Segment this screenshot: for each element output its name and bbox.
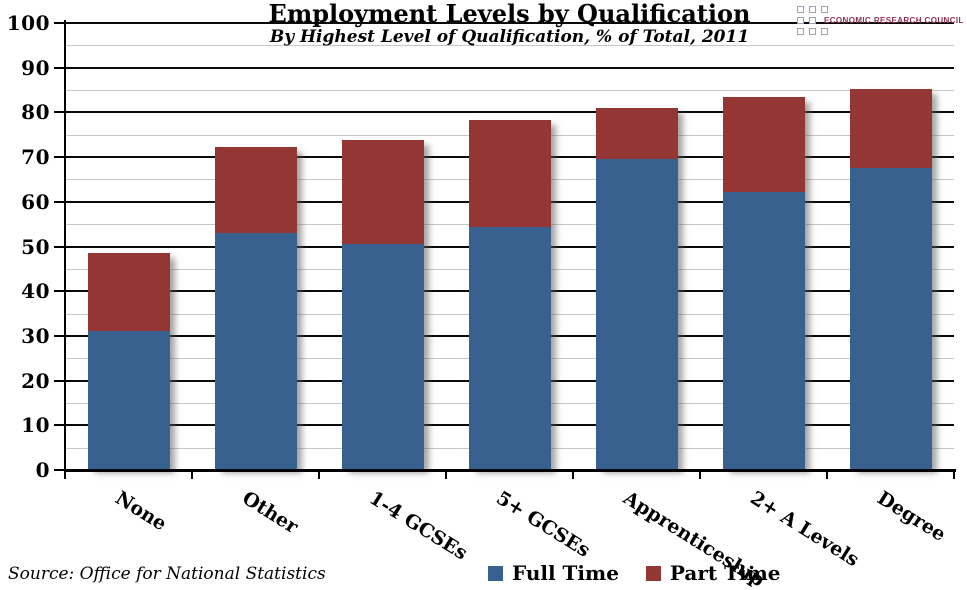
gridline-major-100: [65, 22, 954, 24]
logo-square-icon: [797, 6, 804, 13]
y-axis-tick-label-0: 0: [35, 458, 50, 482]
x-axis-tick-mark: [572, 470, 574, 479]
y-axis-tick-label-30: 30: [21, 323, 50, 348]
erc-logo-squares-row: ECONOMIC RESEARCH COUNCIL: [797, 16, 964, 25]
y-axis-tick-label-10: 10: [21, 413, 50, 438]
bar-segment-part-time-apprenticeship: [595, 108, 678, 160]
y-axis-tick-label-40: 40: [21, 279, 50, 304]
y-axis-tick-mark: [54, 469, 71, 471]
bar-segment-full-time-other: [214, 233, 297, 470]
bar-segment-part-time-1-4-gcses: [341, 140, 424, 245]
y-axis-tick-mark: [54, 379, 71, 382]
logo-square-icon: [809, 28, 816, 35]
logo-square-icon: [797, 28, 804, 35]
bar-segment-part-time-other: [214, 146, 297, 234]
y-axis-tick-mark: [54, 111, 71, 114]
bar-stack-1-4-gcses: [341, 140, 424, 470]
chart-subtitle: By Highest Level of Qualification, % of …: [269, 27, 750, 47]
legend: Full Time Part Time: [488, 561, 781, 585]
legend-label-part-time: Part Time: [669, 561, 781, 585]
y-axis-tick-mark: [54, 290, 71, 293]
y-axis-tick-label-20: 20: [21, 368, 50, 393]
bar-segment-full-time-1-4-gcses: [341, 244, 424, 470]
x-axis-tick-mark: [64, 470, 66, 479]
legend-label-full-time: Full Time: [512, 561, 619, 585]
logo-square-icon: [821, 6, 828, 13]
erc-logo-text: ECONOMIC RESEARCH COUNCIL: [824, 16, 964, 25]
gridline-major-90: [65, 66, 954, 69]
y-axis-tick-mark: [54, 156, 71, 159]
bar-segment-part-time-degree: [849, 88, 932, 168]
x-axis-category-label-5-gcses: 5+ GCSEs: [491, 487, 594, 562]
logo-square-icon: [809, 17, 816, 24]
bar-stack-degree: [849, 88, 932, 470]
plot-area: [65, 22, 954, 470]
logo-square-icon: [797, 17, 804, 24]
x-axis-tick-mark: [318, 470, 320, 479]
y-axis-tick-mark: [54, 22, 71, 24]
bar-segment-full-time-none: [87, 331, 170, 470]
x-axis-tick-mark: [699, 470, 701, 479]
gridline-major-80: [65, 111, 954, 114]
logo-square-icon: [821, 28, 828, 35]
y-axis-tick-label-100: 100: [6, 11, 50, 35]
y-axis-tick-mark: [54, 245, 71, 248]
full-time-swatch-icon: [488, 565, 503, 581]
source-note: Source: Office for National Statistics: [8, 564, 326, 584]
bar-stack-none: [87, 253, 170, 470]
chart-title: Employment Levels by Qualification: [268, 0, 751, 28]
y-axis-tick-mark: [54, 424, 71, 427]
y-axis-tick-label-90: 90: [21, 55, 50, 80]
bar-segment-full-time-degree: [849, 167, 932, 470]
bar-stack-2-a-levels: [722, 96, 805, 470]
y-axis-tick-mark: [54, 334, 71, 337]
x-axis-line: [64, 469, 956, 472]
legend-item-full-time: Full Time: [488, 561, 619, 585]
chart-header: Employment Levels by Qualification By Hi…: [65, 0, 954, 48]
erc-logo-squares-row: [797, 28, 964, 35]
erc-logo: ECONOMIC RESEARCH COUNCIL: [797, 6, 964, 39]
bar-segment-part-time-5-gcses: [468, 119, 551, 228]
x-axis-category-label-degree: Degree: [872, 487, 949, 546]
x-axis-tick-mark: [953, 470, 955, 479]
bar-segment-part-time-2-a-levels: [722, 96, 805, 192]
y-axis-tick-label-80: 80: [21, 100, 50, 125]
bar-segment-full-time-5-gcses: [468, 227, 551, 470]
y-axis-tick-label-60: 60: [21, 189, 50, 214]
y-axis-tick-label-50: 50: [21, 234, 50, 259]
x-axis-tick-mark: [826, 470, 828, 479]
bar-stack-5-gcses: [468, 119, 551, 470]
gridline-minor-85: [65, 90, 954, 92]
y-axis-tick-mark: [54, 200, 71, 203]
bar-segment-full-time-apprenticeship: [595, 159, 678, 470]
x-axis-category-label-other: Other: [237, 487, 302, 539]
erc-logo-squares-row: [797, 6, 964, 13]
gridline-minor-95: [65, 45, 954, 47]
x-axis-category-label-2-a-levels: 2+ A Levels: [745, 487, 863, 572]
x-axis-category-label-1-4-gcses: 1-4 GCSEs: [364, 487, 471, 565]
bar-stack-apprenticeship: [595, 108, 678, 470]
bar-stack-other: [214, 146, 297, 470]
bar-segment-part-time-none: [87, 253, 170, 332]
part-time-swatch-icon: [645, 565, 661, 581]
y-axis-tick-mark: [54, 66, 71, 69]
logo-square-icon: [809, 6, 816, 13]
x-axis-tick-mark: [191, 470, 193, 479]
x-axis-category-label-none: None: [110, 487, 170, 536]
x-axis-tick-mark: [445, 470, 447, 479]
y-axis-tick-label-70: 70: [21, 145, 50, 170]
legend-item-part-time: Part Time: [645, 561, 781, 585]
bar-segment-full-time-2-a-levels: [722, 191, 805, 470]
